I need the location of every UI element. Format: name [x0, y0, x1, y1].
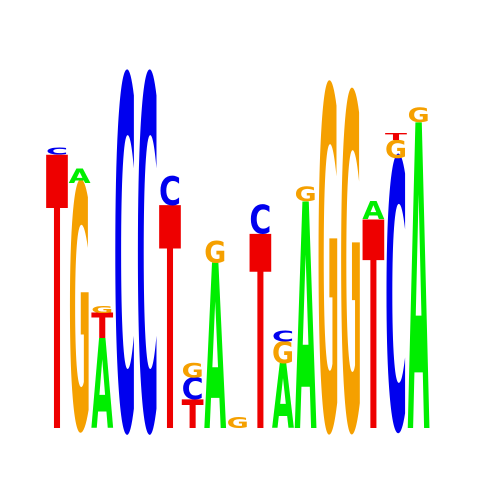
- logo-position-16: CGT: [385, 84, 408, 480]
- logo-letter: G: [408, 104, 430, 127]
- logo-letter: A: [272, 346, 294, 450]
- logo-letter: C: [159, 169, 181, 215]
- logo-letter: A: [295, 141, 317, 480]
- logo-letter: G: [204, 235, 226, 270]
- logo-position-12: AG: [295, 141, 317, 480]
- logo-letter: A: [204, 219, 226, 480]
- logo-letter: T: [159, 145, 181, 480]
- logo-letter: G: [272, 336, 294, 371]
- logo-letter: T: [46, 80, 68, 480]
- logo-letter: T: [362, 164, 384, 480]
- logo-position-10: TC: [249, 181, 271, 480]
- logo-letter: G: [69, 118, 91, 480]
- logo-position-2: GA: [69, 118, 91, 480]
- logo-letter: C: [272, 328, 294, 346]
- logo-letter: T: [91, 306, 113, 346]
- logo-letter: A: [362, 197, 384, 226]
- logo-letter: A: [91, 315, 113, 458]
- logo-letter: C: [136, 0, 158, 480]
- logo-letter: C: [114, 0, 136, 480]
- logo-letter: G: [91, 304, 113, 316]
- logo-position-6: TC: [159, 145, 181, 480]
- logo-letter: A: [69, 165, 91, 188]
- logo-letter: C: [249, 198, 271, 244]
- logo-position-13: G: [317, 0, 339, 480]
- logo-letter: G: [182, 359, 204, 382]
- logo-letter: G: [340, 2, 362, 480]
- logo-position-3: ATG: [91, 304, 113, 459]
- logo-position-8: AG: [204, 219, 226, 480]
- logo-letter: A: [408, 40, 430, 480]
- logo-letter: T: [249, 181, 271, 480]
- logo-letter: T: [182, 393, 204, 438]
- logo-position-15: TA: [362, 164, 384, 480]
- logo-position-5: C: [136, 0, 158, 480]
- logo-position-4: C: [114, 0, 136, 480]
- logo-position-11: AGC: [272, 328, 294, 450]
- logo-letter: G: [227, 415, 249, 432]
- logo-letter: G: [317, 0, 339, 480]
- logo-position-17: AG: [408, 40, 430, 480]
- logo-letter: G: [295, 183, 317, 206]
- logo-letter: C: [182, 372, 204, 407]
- logo-position-9: G: [227, 415, 249, 432]
- logo-position-1: TC: [46, 80, 68, 480]
- logo-letter: C: [385, 84, 407, 480]
- logo-letter: T: [385, 131, 408, 143]
- logo-letter: G: [385, 136, 407, 165]
- logo-position-14: G: [340, 2, 362, 480]
- logo-position-7: TCG: [182, 359, 204, 438]
- logo-letter: C: [46, 146, 68, 157]
